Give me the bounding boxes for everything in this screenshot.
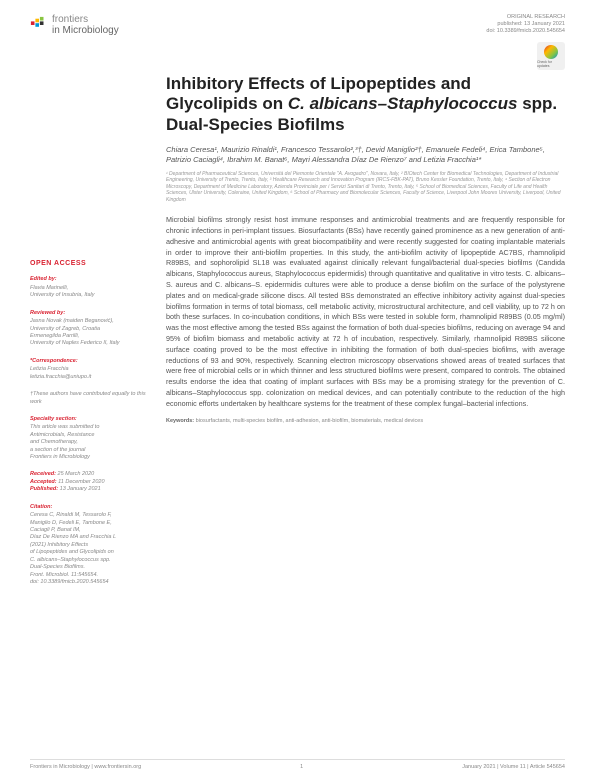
footer-left: Frontiers in Microbiology | www.frontier…: [30, 764, 141, 770]
pub-type: ORIGINAL RESEARCH: [486, 14, 565, 21]
footer-page: 1: [300, 764, 303, 770]
citation: Ceresa C, Rinaldi M, Tessarolo F, Manigl…: [30, 512, 116, 585]
author-list: Chiara Ceresa¹, Maurizio Rinaldi¹, Franc…: [166, 145, 565, 165]
pub-doi: doi: 10.3389/fmicb.2020.545654: [486, 28, 565, 35]
frontiers-logo-icon: [30, 16, 48, 34]
correspondence: Letizia Fracchia letizia.fracchia@uniupo…: [30, 366, 91, 379]
reviewed-by-section: Reviewed by: Jasna Novak (maiden Beganov…: [30, 310, 150, 348]
keywords-list: biosurfactants, multi-species biofilm, a…: [196, 418, 423, 424]
specialty-section: Specialty section: This article was subm…: [30, 416, 150, 462]
pub-date: published: 13 January 2021: [486, 21, 565, 28]
open-access-badge: OPEN ACCESS: [30, 259, 150, 268]
journal-name: frontiers in Microbiology: [52, 14, 119, 36]
title-species: C. albicans–Staphylococcus: [288, 94, 518, 113]
keywords: Keywords: biosurfactants, multi-species …: [166, 418, 565, 424]
correspondence-label: *Correspondence:: [30, 358, 150, 365]
edited-by-label: Edited by:: [30, 276, 150, 283]
accepted-label: Accepted:: [30, 479, 57, 485]
accepted-date: 11 December 2020: [58, 479, 104, 485]
dates-section: Received: 25 March 2020 Accepted: 11 Dec…: [30, 471, 150, 493]
crossmark-icon: [544, 45, 558, 59]
page-content: OPEN ACCESS Edited by: Flavia Marinelli,…: [0, 44, 595, 596]
journal-line1: frontiers: [52, 14, 119, 25]
article-title: Inhibitory Effects of Lipopeptides and G…: [166, 74, 565, 135]
publication-meta: ORIGINAL RESEARCH published: 13 January …: [486, 14, 565, 36]
journal-line2: in Microbiology: [52, 25, 119, 36]
received-label: Received:: [30, 471, 56, 477]
footer-right: January 2021 | Volume 11 | Article 54565…: [462, 764, 565, 770]
reviewed-by-label: Reviewed by:: [30, 310, 150, 317]
affiliations: ¹ Department of Pharmaceutical Sciences,…: [166, 171, 565, 204]
specialty-label: Specialty section:: [30, 416, 150, 423]
main-column: Inhibitory Effects of Lipopeptides and G…: [166, 74, 565, 596]
specialty: This article was submitted to Antimicrob…: [30, 424, 99, 460]
abstract: Microbial biofilms strongly resist host …: [166, 215, 565, 409]
crossmark-badge[interactable]: Check for updates: [537, 42, 565, 70]
received-date: 25 March 2020: [58, 471, 95, 477]
reviewed-by: Jasna Novak (maiden Beganović), Universi…: [30, 318, 120, 346]
published-date: 13 January 2021: [60, 486, 101, 492]
page-footer: Frontiers in Microbiology | www.frontier…: [30, 759, 565, 770]
edited-by-section: Edited by: Flavia Marinelli, University …: [30, 276, 150, 299]
keywords-label: Keywords:: [166, 418, 194, 424]
citation-label: Citation:: [30, 504, 150, 511]
sidebar: OPEN ACCESS Edited by: Flavia Marinelli,…: [30, 74, 150, 596]
page-header: frontiers in Microbiology ORIGINAL RESEA…: [0, 0, 595, 44]
crossmark-label: Check for updates: [537, 60, 565, 68]
citation-section: Citation: Ceresa C, Rinaldi M, Tessarolo…: [30, 504, 150, 587]
contrib-note: †These authors have contributed equally …: [30, 391, 150, 406]
journal-logo: frontiers in Microbiology: [30, 14, 119, 36]
correspondence-section: *Correspondence: Letizia Fracchia letizi…: [30, 358, 150, 381]
published-label: Published:: [30, 486, 58, 492]
edited-by: Flavia Marinelli, University of Insubria…: [30, 285, 95, 298]
